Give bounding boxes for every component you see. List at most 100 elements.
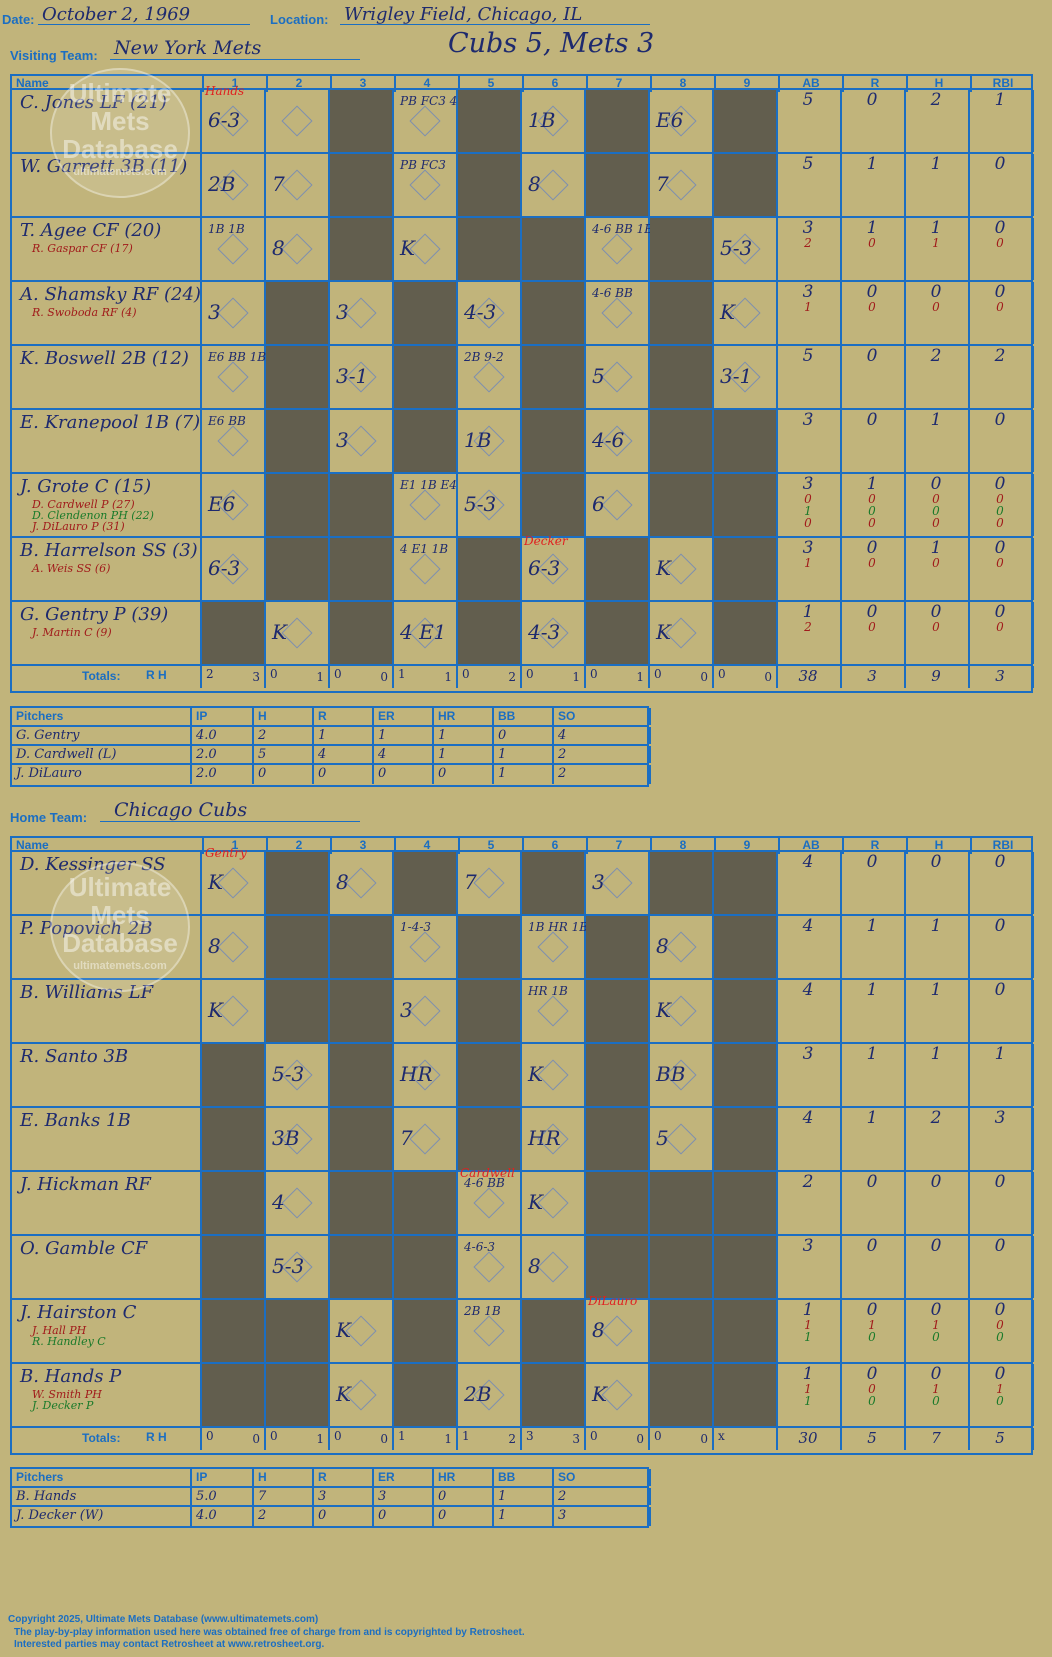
play-notation: 4-6 BB 1B bbox=[592, 222, 654, 236]
play-notation: 6-3 bbox=[208, 556, 241, 580]
inning-cell: 5 bbox=[650, 1108, 714, 1170]
substitute-name: J. Martin C (9) bbox=[32, 626, 112, 639]
inning-header: 3 bbox=[330, 76, 394, 92]
stat-value: 1 bbox=[804, 300, 812, 314]
pitcher-ip: 2.0 bbox=[192, 746, 254, 763]
stat-value: 1 bbox=[866, 474, 878, 494]
pitcher-er: 0 bbox=[374, 1507, 434, 1526]
inning-cell: 6-3 bbox=[202, 538, 266, 600]
play-notation: K bbox=[528, 1190, 543, 1214]
stat-value: 1 bbox=[996, 1382, 1004, 1396]
inning-cell: K bbox=[650, 980, 714, 1042]
base-diamond bbox=[217, 233, 249, 265]
play-notation: 3-1 bbox=[720, 364, 753, 388]
pitcher-column-header: R bbox=[314, 1469, 374, 1486]
totals-label: Totals: bbox=[82, 669, 121, 683]
stat-value: 3 bbox=[994, 1108, 1006, 1128]
stat-total-cell: 38 bbox=[778, 666, 842, 688]
play-notation: K bbox=[336, 1382, 351, 1406]
inning-cell bbox=[714, 538, 778, 600]
stat-value: 0 bbox=[866, 1172, 878, 1192]
stat-value: 3 bbox=[802, 474, 814, 494]
inning-cell: HR bbox=[394, 1044, 458, 1106]
inning-cell bbox=[202, 1172, 266, 1234]
name-cell: K. Boswell 2B (12) bbox=[12, 346, 202, 408]
base-diamond bbox=[601, 233, 633, 265]
stat-value: 0 bbox=[868, 556, 876, 570]
header-row: Name 1 2 3 4 5 6 7 8 9 AB R H RBI bbox=[12, 838, 1031, 854]
stat-value: 0 bbox=[930, 1364, 942, 1384]
stat-value: 0 bbox=[868, 1330, 876, 1344]
inning-cell: 1B 1B bbox=[202, 218, 266, 280]
inning-header: 4 bbox=[394, 76, 458, 92]
stat-value: 0 bbox=[866, 1300, 878, 1320]
play-notation: 1B bbox=[464, 428, 492, 452]
inning-cell: 8 bbox=[330, 852, 394, 914]
pitcher-column-header: H bbox=[254, 1469, 314, 1486]
play-notation: 8 bbox=[208, 934, 221, 958]
inning-cell bbox=[202, 1236, 266, 1298]
stat-value: 4 bbox=[802, 980, 814, 1000]
inning-runs: 0 bbox=[718, 667, 726, 681]
inning-cell bbox=[266, 90, 330, 152]
inning-cell: K bbox=[202, 852, 266, 914]
batter-row: E. Banks 1B 3B 7 HR 5 4 1 2 3 bbox=[12, 1108, 1034, 1172]
stat-value: 1 bbox=[802, 1300, 814, 1320]
stat-value: 1 bbox=[866, 154, 878, 174]
play-notation: 8 bbox=[528, 1254, 541, 1278]
play-notation: 3-1 bbox=[336, 364, 369, 388]
inning-cell bbox=[714, 154, 778, 216]
inning-runs: 0 bbox=[206, 1429, 214, 1443]
inning-cell: 4-6 bbox=[586, 410, 650, 472]
inning-header: 7 bbox=[586, 838, 650, 854]
inning-cell bbox=[266, 282, 330, 344]
stat-value: 1 bbox=[932, 236, 940, 250]
stat-cell-ab: 4 bbox=[778, 980, 842, 1042]
stat-cell-h: 1 bbox=[906, 916, 970, 978]
base-diamond bbox=[345, 297, 377, 329]
inning-header: 3 bbox=[330, 838, 394, 854]
stat-value: 0 bbox=[932, 516, 940, 530]
play-notation: K bbox=[528, 1062, 543, 1086]
inning-total-cell: x bbox=[714, 1428, 778, 1450]
play-notation: 8 bbox=[272, 236, 285, 260]
pitcher-change-note: Gentry bbox=[205, 846, 247, 860]
batter-name: G. Gentry P (39) bbox=[20, 604, 169, 625]
stat-value: 0 bbox=[932, 556, 940, 570]
stat-value: 1 bbox=[802, 1364, 814, 1384]
stat-value: 0 bbox=[994, 538, 1006, 558]
stat-value: 0 bbox=[868, 1382, 876, 1396]
stat-value: 0 bbox=[994, 1364, 1006, 1384]
name-cell: R. Santo 3B bbox=[12, 1044, 202, 1106]
home-pitchers-table: Pitchers IP H R ER HR BB SO B. Hands 5.0 7 3 3 0 1 2 J. … bbox=[10, 1467, 651, 1528]
play-notation: 5-3 bbox=[464, 492, 497, 516]
inning-cell bbox=[522, 346, 586, 408]
stat-value: 0 bbox=[866, 538, 878, 558]
inning-cell: 7 bbox=[458, 852, 522, 914]
batter-name: E. Kranepool 1B (7) bbox=[20, 412, 201, 433]
inning-cell bbox=[714, 90, 778, 152]
pitcher-so: 4 bbox=[554, 727, 651, 744]
base-diamond bbox=[281, 105, 313, 137]
stat-value: 1 bbox=[804, 504, 812, 518]
pitcher-ip: 5.0 bbox=[192, 1488, 254, 1505]
play-notation: 3 bbox=[400, 998, 413, 1022]
inning-hits: 0 bbox=[700, 670, 708, 684]
pitcher-h: 7 bbox=[254, 1488, 314, 1505]
pitcher-column-header: IP bbox=[192, 1469, 254, 1486]
stat-cell-rbi: 0 bbox=[970, 916, 1034, 978]
stat-value: 0 bbox=[996, 1394, 1004, 1408]
pitcher-change-note: Hands bbox=[205, 84, 245, 98]
footer-contact: Interested parties may contact Retroshee… bbox=[14, 1639, 325, 1650]
stat-cell-r: 1 bbox=[842, 916, 906, 978]
play-notation: 7 bbox=[464, 870, 477, 894]
